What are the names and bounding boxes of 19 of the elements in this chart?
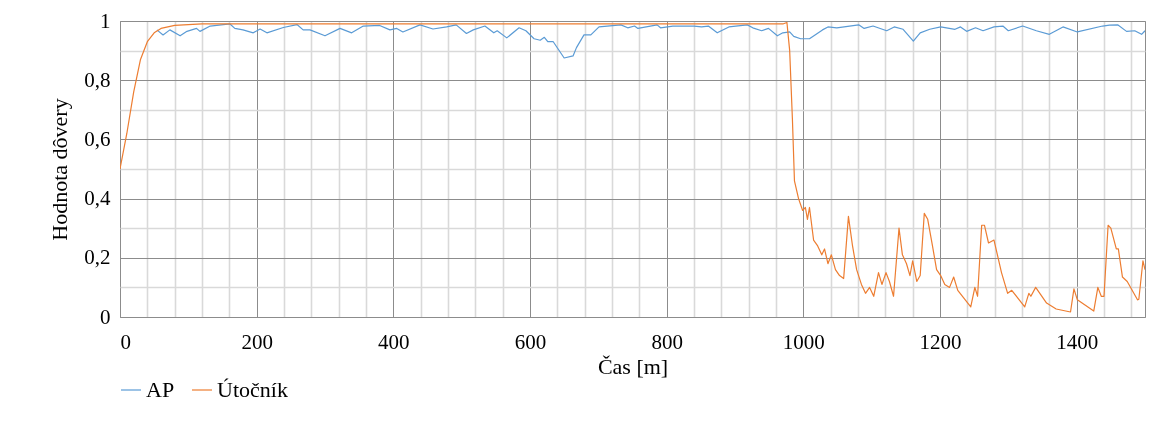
y-axis-title: Hodnota dôvery <box>47 98 73 241</box>
x-tick-label: 200 <box>241 329 273 354</box>
x-axis-title: Čas [m] <box>597 353 669 379</box>
y-tick-label: 1 <box>100 8 111 33</box>
y-tick-label: 0 <box>100 304 111 329</box>
y-tick-label: 0,6 <box>84 126 111 151</box>
x-tick-label: 400 <box>378 329 410 354</box>
y-tick-label: 0,4 <box>84 186 111 211</box>
x-tick-label: 600 <box>514 329 547 354</box>
x-tick-label: 800 <box>651 329 683 354</box>
x-tick-label: 1400 <box>1056 329 1099 354</box>
x-tick-label: 0 <box>120 329 131 354</box>
y-tick-label: 0,8 <box>84 67 111 92</box>
x-tick-label: 1200 <box>919 329 962 354</box>
legend-label: AP <box>146 377 175 402</box>
line-series <box>156 23 1145 59</box>
x-tick-label: 1000 <box>782 329 825 354</box>
legend-label: Útočník <box>217 377 288 402</box>
y-tick-label: 0,2 <box>84 245 111 270</box>
